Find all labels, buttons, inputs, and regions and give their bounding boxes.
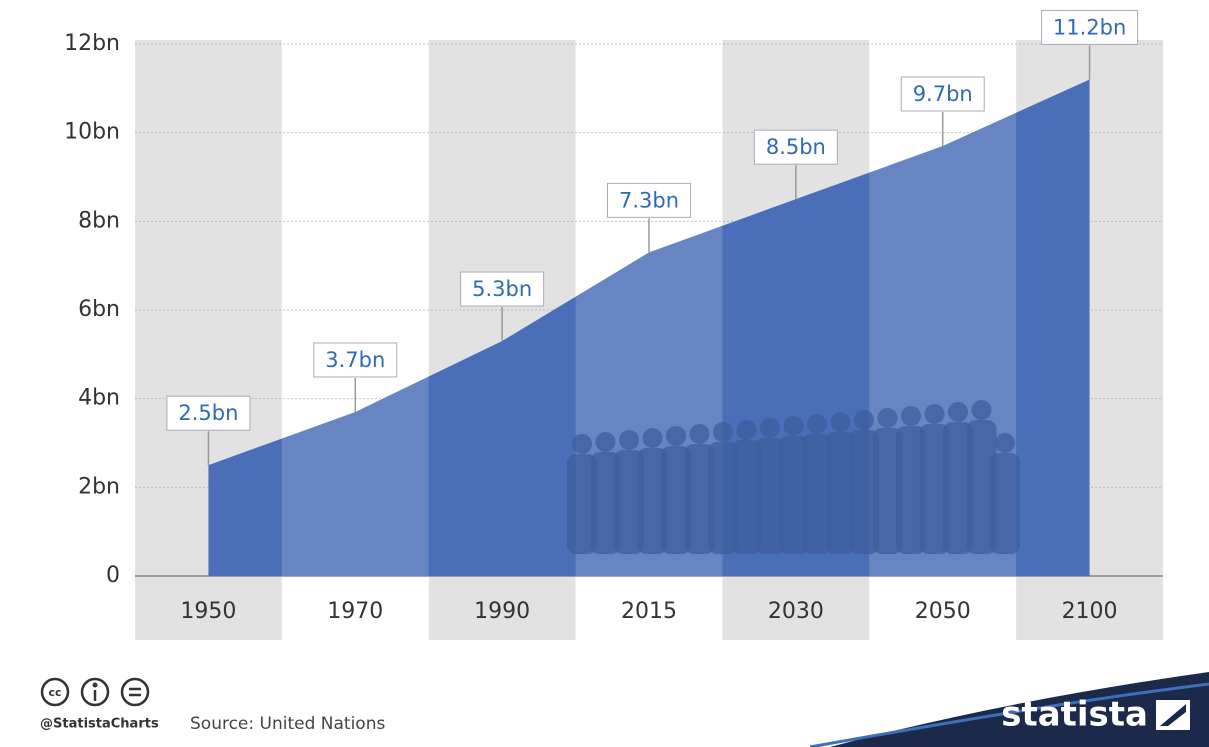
x-tick-label: 1950: [180, 599, 236, 624]
credit: @StatistaCharts: [40, 717, 159, 732]
silhouette-body: [708, 442, 738, 554]
silhouette-body: [919, 424, 950, 554]
silhouette-head: [783, 416, 804, 436]
silhouette-head: [807, 414, 827, 434]
silhouette-body: [825, 432, 856, 554]
y-tick-label: 2bn: [78, 474, 120, 499]
y-tick-label: 4bn: [78, 386, 120, 411]
value-label: 9.7bn: [913, 82, 973, 106]
value-label-box: [753, 129, 838, 165]
silhouette-body: [990, 453, 1020, 554]
x-tick-label: 2050: [915, 599, 971, 624]
source: Source: United Nations: [190, 714, 385, 734]
silhouette-body: [872, 428, 903, 554]
silhouette-body: [966, 420, 997, 554]
license-icons: cc: [40, 677, 150, 707]
silhouette-head: [971, 400, 992, 420]
value-label: 8.5bn: [766, 135, 826, 159]
y-tick-label: 10bn: [64, 120, 120, 145]
value-label-box: [460, 271, 545, 307]
silhouette-head: [877, 408, 898, 428]
value-label: 2.5bn: [178, 401, 238, 425]
silhouette-body: [802, 434, 832, 554]
silhouette-body: [731, 440, 762, 554]
silhouette-head: [760, 418, 780, 438]
band-tint: [281, 44, 429, 576]
silhouette-head: [830, 412, 851, 432]
silhouette-head: [924, 404, 945, 424]
svg-text:cc: cc: [48, 686, 61, 699]
silhouette-body: [896, 426, 926, 554]
silhouette-head: [572, 434, 592, 454]
value-label: 5.3bn: [472, 277, 532, 301]
silhouette-head: [595, 432, 616, 452]
y-tick-label: 12bn: [64, 31, 120, 56]
silhouette-head: [854, 410, 874, 430]
value-label-box: [313, 342, 398, 378]
x-tick-label: 1990: [474, 599, 530, 624]
value-label: 7.3bn: [619, 188, 679, 212]
silhouette-head: [995, 433, 1015, 453]
value-label: 3.7bn: [325, 348, 385, 372]
x-tick-label: 2100: [1062, 599, 1118, 624]
silhouette-body: [849, 430, 879, 554]
y-tick-label: 0: [106, 563, 120, 588]
silhouette-body: [614, 450, 644, 554]
silhouette-body: [684, 444, 715, 554]
silhouette-body: [778, 436, 809, 554]
value-label-box: [900, 76, 985, 112]
value-label-box: [166, 395, 251, 431]
value-label-box: [607, 182, 691, 218]
silhouette-body: [567, 454, 597, 554]
silhouette-head: [948, 402, 968, 422]
silhouette-body: [755, 438, 785, 554]
x-tick-label: 2030: [768, 599, 824, 624]
y-tick-label: 6bn: [78, 297, 120, 322]
brand-logo: [1156, 700, 1190, 730]
silhouette-head: [619, 430, 639, 450]
silhouette-head: [901, 406, 921, 426]
silhouette-head: [713, 422, 733, 442]
silhouette-head: [689, 424, 710, 444]
silhouette-head: [736, 420, 757, 440]
value-label: 11.2bn: [1053, 15, 1126, 39]
brand: statista: [1001, 695, 1148, 735]
silhouette-body: [661, 446, 691, 554]
brand-wave-line: [809, 682, 1209, 747]
value-label-box: [1041, 9, 1139, 45]
x-tick-label: 2015: [621, 599, 677, 624]
x-tick-label: 1970: [327, 599, 383, 624]
y-tick-label: 8bn: [78, 208, 120, 233]
labels: 0 2bn 4bn 6bn 8bn 10bn 12bn 2.5bn 3.7bn 5.3bn 7.3b…: [64, 9, 1139, 624]
silhouette-head: [666, 426, 686, 446]
silhouette-body: [943, 422, 973, 554]
silhouette-body: [637, 448, 668, 554]
silhouette-head: [642, 428, 663, 448]
area-layer: [208, 44, 1090, 576]
silhouette-body: [590, 452, 621, 554]
